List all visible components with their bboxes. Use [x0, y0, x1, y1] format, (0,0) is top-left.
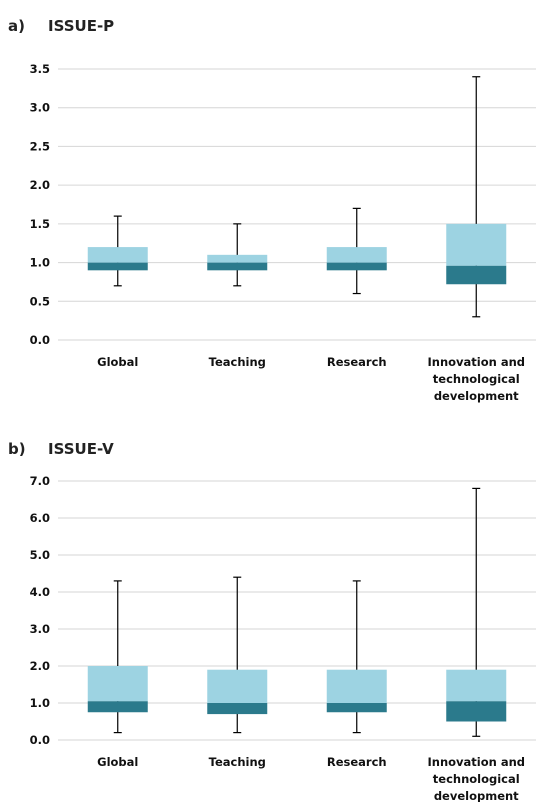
- issue-p-category-label: Innovation and technological development: [427, 355, 525, 403]
- issue-v-y-tick-label: 5.0: [30, 548, 50, 562]
- chart-issue-v: 0.0 1.0 2.0 3.0 4.0 5.0 6.0 7.0 Global Teaching Re…: [30, 474, 536, 802]
- issue-p-box-upper: [207, 254, 268, 263]
- panel-a-letter: a): [8, 17, 25, 35]
- panel-b-letter: b): [8, 440, 26, 458]
- issue-p-category-label: Teaching: [209, 355, 266, 369]
- issue-p-y-tick-label: 2.5: [30, 139, 50, 153]
- issue-p-y-tick-label: 3.0: [30, 101, 50, 115]
- issue-v-y-tick-label: 7.0: [30, 474, 50, 488]
- issue-p-y-tick-label: 2.0: [30, 178, 50, 192]
- issue-p-category-label: Research: [327, 355, 387, 369]
- issue-v-y-tick-label: 6.0: [30, 511, 50, 525]
- issue-p-y-tick-label: 1.5: [30, 217, 50, 231]
- issue-p-box-upper: [446, 223, 507, 266]
- issue-v-category-label: Research: [327, 755, 387, 769]
- issue-v-box-upper: [207, 669, 268, 703]
- issue-v-y-tick-label: 4.0: [30, 585, 50, 599]
- issue-v-y-tick-label: 1.0: [30, 696, 50, 710]
- issue-v-y-tick-label: 2.0: [30, 659, 50, 673]
- issue-v-y-tick-label: 3.0: [30, 622, 50, 636]
- panel-b-title: ISSUE-V: [48, 440, 114, 458]
- issue-p-box-lower: [207, 262, 268, 271]
- issue-p-box-upper: [87, 247, 148, 263]
- panel-a-title: ISSUE-P: [48, 17, 115, 35]
- issue-v-box-upper: [87, 666, 148, 702]
- issue-v-box-upper: [326, 669, 387, 703]
- issue-v-box-lower: [87, 701, 148, 713]
- issue-v-box-lower: [326, 703, 387, 713]
- issue-p-y-tick-label: 0.5: [30, 294, 50, 308]
- issue-v-box-upper: [446, 669, 507, 702]
- issue-p-box-lower: [446, 265, 507, 285]
- issue-v-category-label: Teaching: [209, 755, 266, 769]
- issue-v-box-lower: [446, 701, 507, 722]
- chart-issue-p: 0.0 0.5 1.0 1.5 2.0 2.5 3.0 3.5 Global Teaching Re…: [30, 62, 536, 403]
- issue-v-category-label: Global: [97, 755, 138, 769]
- issue-p-box-lower: [87, 262, 148, 271]
- issue-p-category-label: Global: [97, 355, 138, 369]
- issue-v-box-lower: [207, 703, 268, 715]
- issue-p-y-tick-label: 1.0: [30, 256, 50, 270]
- issue-p-y-tick-label: 3.5: [30, 62, 50, 76]
- issue-p-box-lower: [326, 262, 387, 271]
- issue-v-category-label: Innovation and technological development: [427, 755, 525, 802]
- issue-v-y-tick-label: 0.0: [30, 733, 50, 747]
- issue-p-y-tick-label: 0.0: [30, 333, 50, 347]
- issue-p-box-upper: [326, 247, 387, 263]
